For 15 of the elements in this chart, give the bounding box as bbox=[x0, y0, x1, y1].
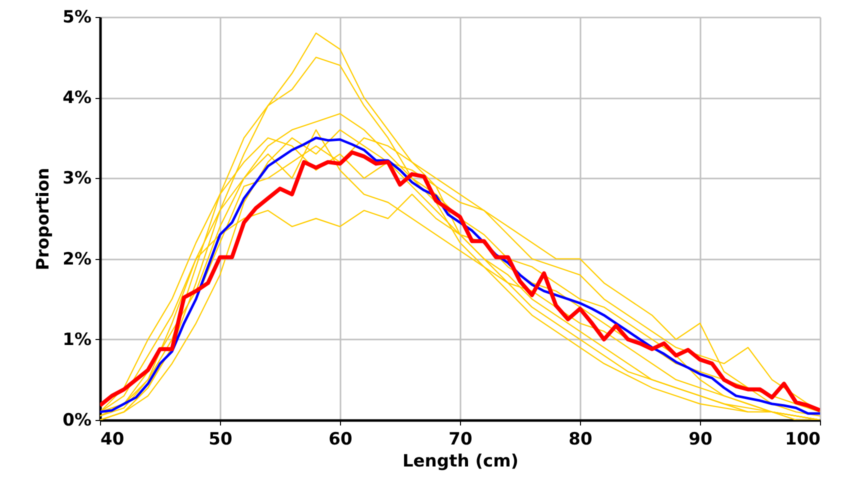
y-tick-label: 0% bbox=[62, 410, 92, 430]
y-tick-label: 3% bbox=[62, 168, 92, 189]
x-tick-label: 40 bbox=[100, 430, 124, 450]
x-axis-title: Length (cm) bbox=[402, 452, 519, 472]
x-tick-label: 60 bbox=[328, 430, 352, 450]
y-tick-label: 1% bbox=[62, 330, 92, 350]
y-tick-label: 2% bbox=[62, 249, 92, 270]
x-tick-label: 50 bbox=[208, 430, 232, 450]
y-axis-title: Proportion bbox=[34, 168, 54, 270]
x-tick-label: 100 bbox=[785, 430, 821, 450]
x-tick-label: 90 bbox=[688, 430, 712, 450]
x-tick-label: 80 bbox=[568, 430, 592, 450]
y-tick-label: 5% bbox=[62, 8, 92, 28]
y-tick-label: 4% bbox=[62, 88, 92, 108]
x-tick-label: 70 bbox=[448, 430, 472, 450]
